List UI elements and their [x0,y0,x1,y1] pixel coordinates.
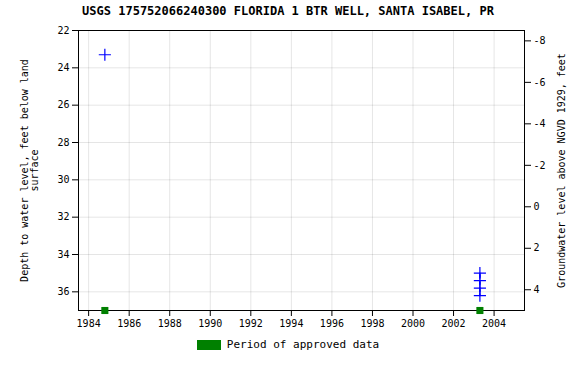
svg-text:Depth to water level, feet bel: Depth to water level, feet below landsur… [19,59,40,282]
svg-text:2002: 2002 [441,318,465,329]
svg-text:2: 2 [534,242,540,253]
svg-text:28: 28 [57,137,69,148]
svg-text:-8: -8 [534,35,546,46]
svg-text:1988: 1988 [158,318,182,329]
svg-text:26: 26 [57,99,69,110]
svg-text:-2: -2 [534,160,546,171]
svg-text:1990: 1990 [198,318,222,329]
svg-text:34: 34 [57,249,69,260]
svg-text:36: 36 [57,286,69,297]
svg-text:2000: 2000 [401,318,425,329]
svg-text:-4: -4 [534,118,546,129]
html-text:Period of approved data: Period of approved data [226,338,380,351]
svg-text:22: 22 [57,25,69,36]
svg-text:4: 4 [534,284,540,295]
svg-text:30: 30 [57,174,69,185]
svg-text:24: 24 [57,62,69,73]
svg-text:1992: 1992 [239,318,263,329]
svg-text:2004: 2004 [482,318,506,329]
svg-text:1996: 1996 [320,318,344,329]
svg-text:0: 0 [534,201,540,212]
svg-text:1984: 1984 [77,318,101,329]
svg-text:-6: -6 [534,77,546,88]
svg-text:1994: 1994 [279,318,303,329]
svg-text:1998: 1998 [360,318,384,329]
html-text:USGS 175752066240300 FLORIDA 1: USGS 175752066240300 FLORIDA 1 BTR WELL,… [82,4,494,18]
svg-text:Groundwater level above NGVD 1: Groundwater level above NGVD 1929, feet [556,53,567,288]
svg-text:1986: 1986 [117,318,141,329]
svg-text:32: 32 [57,211,69,222]
